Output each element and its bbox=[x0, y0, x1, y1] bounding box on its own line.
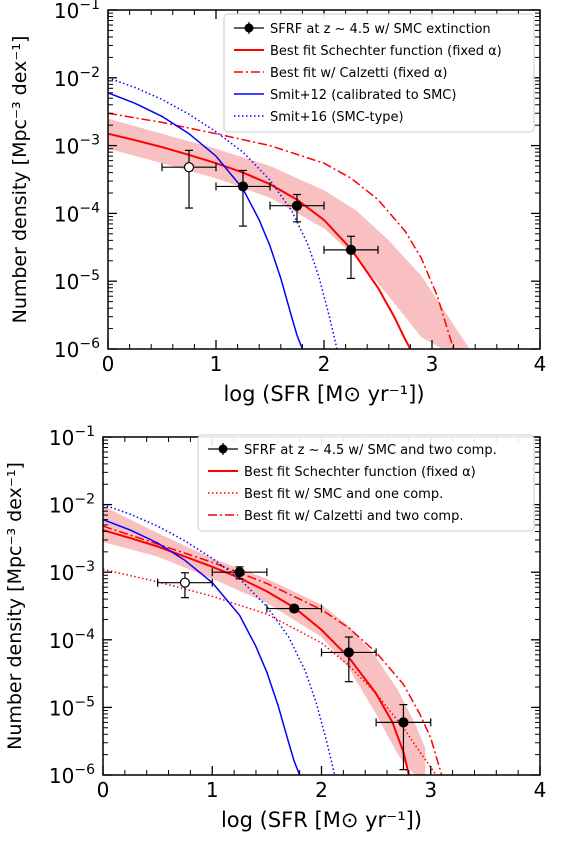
x-tick-label: 1 bbox=[206, 778, 219, 802]
y-tick-label: 10−5 bbox=[54, 268, 100, 294]
data-point bbox=[161, 149, 217, 209]
series-line-1 bbox=[108, 132, 412, 349]
y-tick-label: 10−1 bbox=[54, 0, 100, 23]
legend-label: SFRF at z ~ 4.5 w/ SMC extinction bbox=[270, 22, 491, 37]
legend-box bbox=[223, 13, 535, 133]
legend-label: Best fit w/ Calzetti and two comp. bbox=[244, 509, 463, 524]
chart-top-svg: 0 1 2 3 4 10−1 10−2 10−3 10−4 10−5 10−6 log (SFR [M… bbox=[9, 0, 547, 406]
legend-label: Best fit Schechter function (fixed α) bbox=[244, 465, 476, 480]
y-tick-label: 10−2 bbox=[54, 65, 100, 91]
legend-box bbox=[197, 434, 535, 532]
legend-label: Best fit w/ SMC and one comp. bbox=[244, 487, 443, 502]
x-axis-label: log (SFR [M⊙ yr⁻¹]) bbox=[221, 808, 422, 832]
legend: SFRF at z ~ 4.5 w/ SMC extinction Best fi… bbox=[223, 13, 535, 133]
legend-label: Smit+12 (calibrated to SMC) bbox=[270, 88, 456, 103]
chart-bottom: 0 1 2 3 4 10−1 10−2 10−3 10−4 10−5 10−6 log (SFR [M… bbox=[0, 423, 561, 846]
filled-marker bbox=[234, 567, 245, 578]
x-tick-label: 4 bbox=[534, 352, 547, 376]
confidence-band bbox=[103, 506, 426, 775]
series-line-1 bbox=[103, 529, 410, 775]
x-axis-label: log (SFR [M⊙ yr⁻¹]) bbox=[223, 382, 424, 406]
data-point bbox=[211, 566, 268, 580]
confidence-band bbox=[108, 118, 470, 349]
y-tick-label: 10−1 bbox=[49, 424, 95, 450]
data-point bbox=[320, 636, 377, 683]
filled-marker bbox=[237, 181, 249, 192]
data-point bbox=[375, 704, 432, 771]
legend-label: Smit+16 (SMC-type) bbox=[270, 110, 404, 125]
legend-label: Best fit Schechter function (fixed α) bbox=[270, 44, 502, 59]
y-tick-label: 10−4 bbox=[49, 627, 95, 653]
data-point bbox=[215, 169, 271, 227]
open-marker bbox=[179, 577, 191, 588]
series-line-4 bbox=[108, 77, 338, 349]
y-tick-label: 10−5 bbox=[49, 694, 95, 720]
chart-top: 0 1 2 3 4 10−1 10−2 10−3 10−4 10−5 10−6 log (SFR [M… bbox=[0, 0, 561, 423]
legend: SFRF at z ~ 4.5 w/ SMC and two comp. Best… bbox=[197, 434, 535, 532]
y-tick-label: 10−3 bbox=[54, 133, 100, 159]
x-tick-label: 0 bbox=[97, 778, 110, 802]
filled-marker bbox=[289, 603, 300, 614]
x-tick-label: 2 bbox=[315, 778, 328, 802]
legend-marker bbox=[244, 23, 254, 33]
plot-area bbox=[108, 77, 470, 349]
legend-label: Best fit w/ Calzetti (fixed α) bbox=[270, 66, 447, 81]
filled-marker bbox=[398, 717, 409, 728]
plot-area bbox=[103, 503, 443, 775]
y-axis-label: Number density [Mpc⁻³ dex⁻¹] bbox=[9, 36, 31, 324]
x-tick-label: 3 bbox=[424, 778, 437, 802]
series-line-3 bbox=[108, 92, 304, 349]
y-tick-label: 10−3 bbox=[49, 559, 95, 585]
x-tick-label: 4 bbox=[534, 778, 547, 802]
data-point bbox=[269, 193, 325, 223]
data-point bbox=[157, 572, 213, 599]
series-line-3 bbox=[103, 525, 443, 775]
filled-marker bbox=[345, 244, 357, 255]
x-tick-label: 3 bbox=[426, 352, 439, 376]
x-tick-label: 0 bbox=[102, 352, 115, 376]
legend-label: SFRF at z ~ 4.5 w/ SMC and two comp. bbox=[244, 443, 497, 458]
x-tick-label: 2 bbox=[318, 352, 331, 376]
legend-marker bbox=[218, 444, 228, 454]
y-tick-label: 10−2 bbox=[49, 492, 95, 518]
y-axis-label: Number density [Mpc⁻³ dex⁻¹] bbox=[4, 462, 26, 750]
open-marker bbox=[183, 162, 195, 173]
filled-marker bbox=[291, 200, 303, 211]
data-point bbox=[323, 235, 379, 279]
data-point bbox=[266, 603, 323, 614]
chart-bottom-svg: 0 1 2 3 4 10−1 10−2 10−3 10−4 10−5 10−6 log (SFR [M… bbox=[4, 424, 547, 832]
y-tick-label: 10−4 bbox=[54, 200, 100, 226]
series-line-4 bbox=[103, 518, 301, 775]
y-tick-label: 10−6 bbox=[49, 762, 95, 788]
filled-marker bbox=[343, 647, 354, 658]
y-tick-label: 10−6 bbox=[54, 336, 100, 362]
x-tick-label: 1 bbox=[210, 352, 223, 376]
